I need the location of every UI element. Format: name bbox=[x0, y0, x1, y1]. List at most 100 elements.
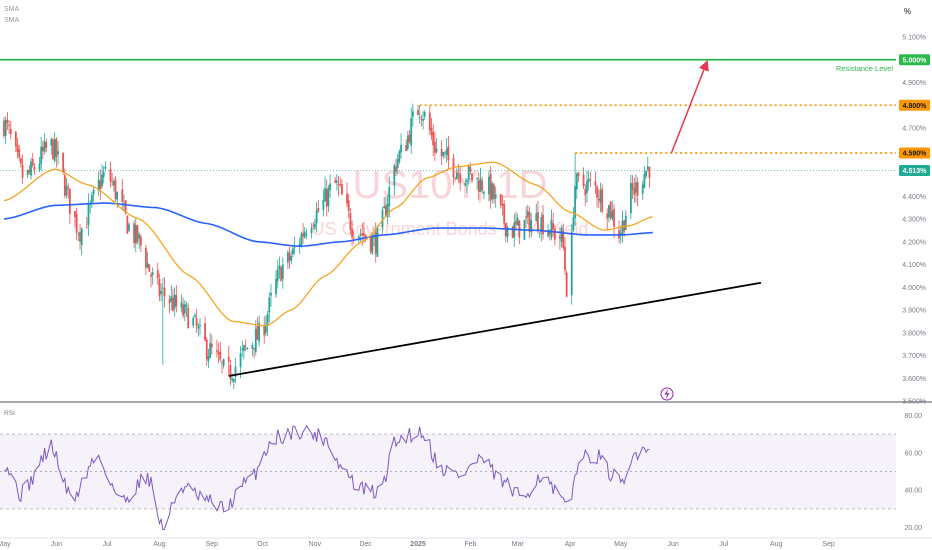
candle-body bbox=[482, 191, 485, 194]
candle-body bbox=[305, 234, 308, 235]
candle-body bbox=[383, 206, 386, 209]
candle-body bbox=[40, 146, 43, 164]
candle-body bbox=[207, 355, 210, 362]
legend-sma-2[interactable]: SMA bbox=[4, 17, 20, 24]
candle-body bbox=[506, 227, 509, 238]
candle-body bbox=[433, 142, 436, 153]
candle-body bbox=[361, 233, 364, 236]
candle-body bbox=[570, 231, 573, 296]
candle-body bbox=[227, 356, 230, 362]
candle-body bbox=[455, 172, 458, 180]
level-4590-tag-bg bbox=[899, 147, 930, 159]
candle-body bbox=[538, 232, 541, 234]
support-trendline[interactable] bbox=[228, 281, 762, 377]
candle-body bbox=[435, 148, 438, 152]
candle-body bbox=[97, 179, 100, 191]
candle-body bbox=[251, 344, 254, 349]
projection-arrow[interactable] bbox=[670, 60, 709, 154]
candle-body bbox=[347, 200, 350, 212]
candle-body bbox=[102, 171, 105, 178]
time-axis-tick: Sep bbox=[822, 541, 835, 548]
candle-body bbox=[491, 183, 494, 200]
candle-body bbox=[364, 234, 367, 239]
candle-body bbox=[288, 253, 291, 261]
candle-body bbox=[187, 307, 190, 329]
candle-body bbox=[335, 180, 338, 183]
candle-body bbox=[393, 165, 396, 186]
time-axis-tick: Jul bbox=[719, 541, 728, 548]
candle-body bbox=[493, 184, 495, 200]
candle-body bbox=[74, 211, 76, 218]
time-axis-tick: Aug bbox=[770, 541, 783, 548]
candle-body bbox=[398, 151, 401, 162]
price-axis-tick: 4.700% bbox=[902, 126, 926, 133]
candle-body bbox=[503, 204, 506, 224]
candle-body bbox=[501, 203, 504, 206]
candle-body bbox=[204, 323, 206, 341]
candle-body bbox=[50, 138, 53, 146]
rsi-title: RSI bbox=[4, 410, 15, 417]
candle-body bbox=[606, 213, 609, 219]
candle-body bbox=[19, 158, 22, 164]
candle-body bbox=[300, 234, 303, 247]
candle-body bbox=[101, 174, 103, 187]
candle-body bbox=[221, 361, 223, 363]
percent-scale-button[interactable]: % bbox=[904, 7, 912, 16]
candle-body bbox=[126, 216, 129, 234]
candle-body bbox=[395, 166, 397, 172]
candle-body bbox=[599, 190, 602, 204]
candle-body bbox=[423, 112, 426, 117]
candle-body bbox=[124, 200, 127, 214]
time-axis-tick: Dec bbox=[359, 541, 372, 548]
time-axis-tick: Feb bbox=[464, 541, 476, 548]
candle-body bbox=[161, 287, 164, 289]
time-axis-tick: Jun bbox=[667, 541, 678, 548]
candle-body bbox=[217, 352, 220, 355]
candle-body bbox=[133, 223, 136, 244]
candle-body bbox=[151, 272, 154, 275]
candle-body bbox=[109, 168, 112, 182]
candle-body bbox=[4, 120, 7, 136]
candle-body bbox=[410, 117, 413, 146]
candle-body bbox=[276, 269, 279, 281]
candle-body bbox=[589, 178, 592, 180]
candle-body bbox=[444, 151, 446, 153]
candle-body bbox=[8, 124, 10, 126]
candle-body bbox=[542, 214, 544, 235]
candle-body bbox=[90, 194, 93, 204]
lightning-icon[interactable] bbox=[660, 387, 674, 401]
candle-body bbox=[21, 165, 24, 178]
sma-slow-line bbox=[3, 202, 653, 247]
candle-body bbox=[540, 217, 543, 232]
candle-body bbox=[292, 248, 294, 255]
candle-body bbox=[535, 213, 538, 222]
candle-body bbox=[99, 180, 102, 189]
candle-body bbox=[325, 189, 328, 207]
candle-body bbox=[481, 180, 484, 191]
legend-sma-1[interactable]: SMA bbox=[4, 6, 20, 13]
candle-body bbox=[65, 185, 68, 196]
candle-body bbox=[112, 181, 115, 186]
candle-body bbox=[550, 219, 553, 238]
candle-body bbox=[418, 116, 421, 118]
time-axis-tick: May bbox=[0, 541, 11, 548]
candle-body bbox=[494, 194, 497, 199]
candle-body bbox=[646, 166, 649, 170]
candle-body bbox=[428, 112, 431, 131]
candle-body bbox=[611, 211, 614, 220]
candle-body bbox=[121, 189, 124, 202]
candle-body bbox=[525, 216, 528, 219]
candle-body bbox=[476, 177, 479, 180]
candle-body bbox=[584, 188, 587, 196]
candle-body bbox=[384, 205, 387, 217]
candle-body bbox=[138, 234, 141, 239]
candle-body bbox=[145, 248, 147, 268]
candle-body bbox=[464, 183, 467, 186]
candle-body bbox=[408, 134, 411, 143]
candle-body bbox=[216, 350, 218, 352]
candle-body bbox=[85, 227, 88, 229]
candle-body bbox=[511, 226, 514, 238]
candle-body bbox=[631, 182, 634, 190]
candle-body bbox=[234, 366, 237, 377]
